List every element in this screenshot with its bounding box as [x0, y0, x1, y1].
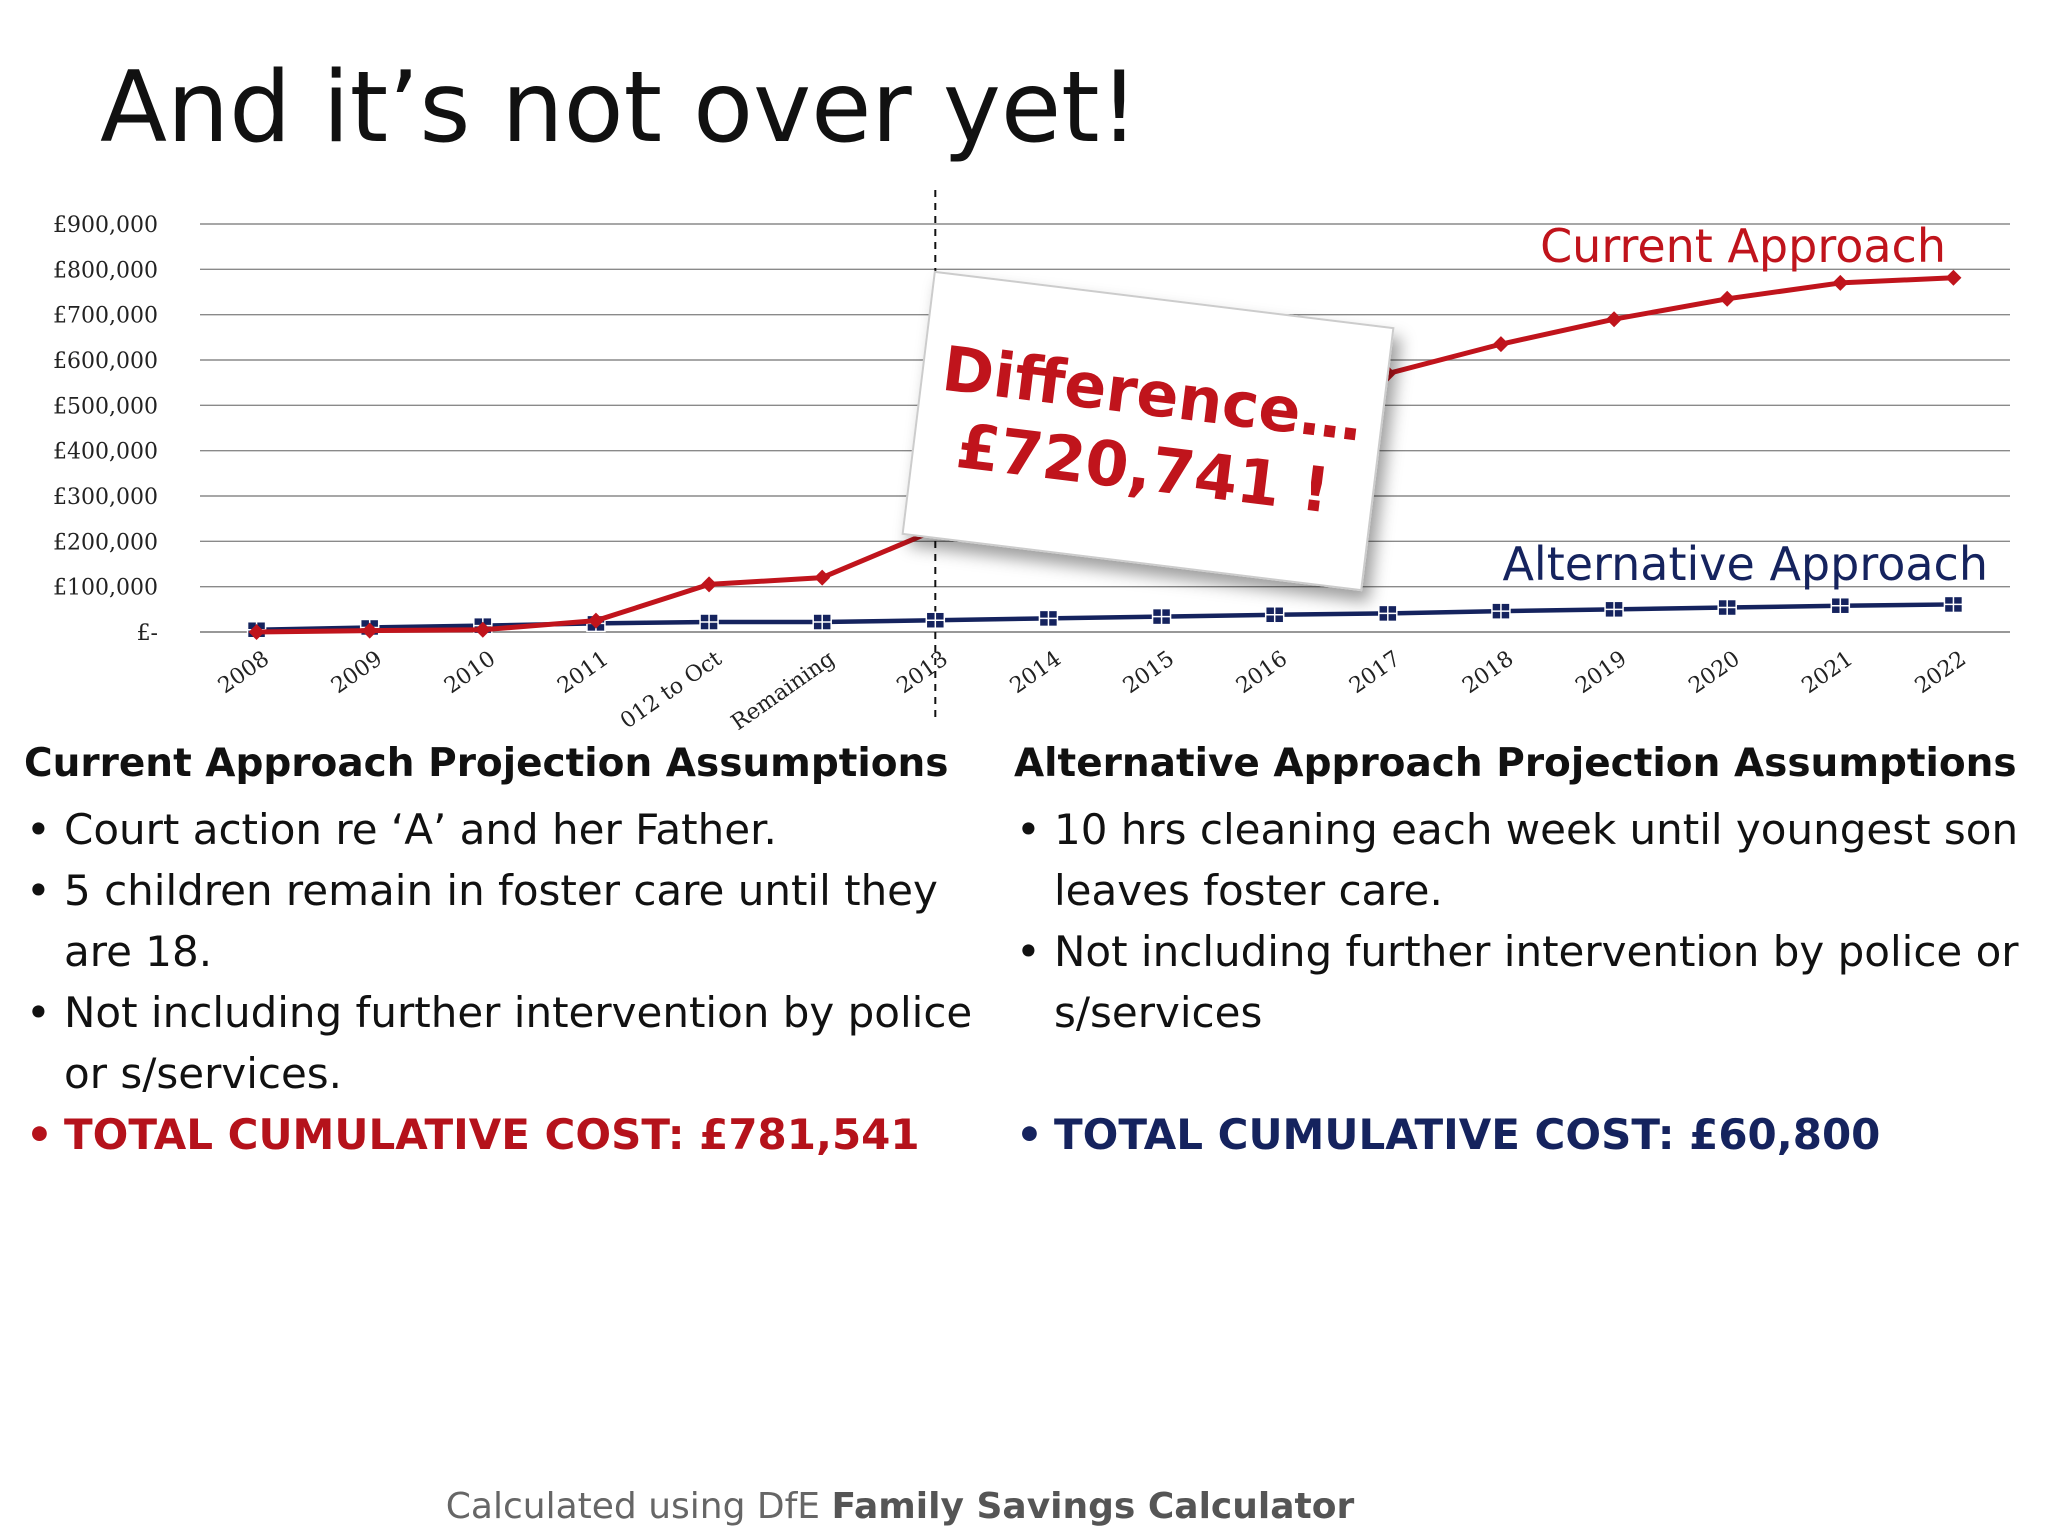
x-tick-label: 2010	[440, 646, 500, 699]
alternative-approach-assumptions: Alternative Approach Projection Assumpti…	[1014, 738, 2044, 1165]
data-point-cross	[1831, 597, 1850, 614]
data-point-current-approach	[1606, 311, 1623, 328]
data-point-cross	[700, 614, 719, 631]
x-tick-label: 012 to Oct	[616, 646, 727, 734]
footer-calculator-name: Family Savings Calculator	[831, 1486, 1355, 1527]
footer-prefix: Calculated using DfE	[445, 1486, 832, 1527]
x-tick-label: 2009	[327, 646, 387, 699]
y-tick-label: £800,000	[53, 258, 158, 283]
data-point-current-approach	[1832, 274, 1849, 291]
series-label-alternative-approach: Alternative Approach	[1502, 537, 1988, 591]
x-tick-label: 2016	[1232, 646, 1292, 699]
y-tick-label: £100,000	[53, 576, 158, 601]
current-assumption-item: Court action re ‘A’ and her Father.	[24, 799, 994, 860]
x-tick-label: 2018	[1458, 646, 1518, 699]
data-point-cross	[813, 614, 832, 631]
y-tick-label: £500,000	[53, 394, 158, 419]
series-label-current-approach: Current Approach	[1540, 219, 1946, 273]
alternative-assumptions-heading: Alternative Approach Projection Assumpti…	[1014, 741, 2017, 786]
data-point-current-approach	[1719, 290, 1736, 307]
current-assumption-item: 5 children remain in foster care until t…	[24, 860, 994, 982]
current-assumption-item: Not including further intervention by po…	[24, 982, 994, 1104]
x-tick-label: 2015	[1119, 646, 1179, 699]
data-point-cross	[1605, 601, 1624, 618]
current-total-cost: TOTAL CUMULATIVE COST: £781,541	[24, 1104, 994, 1165]
x-tick-label: 2021	[1798, 646, 1858, 699]
data-point-cross	[1718, 599, 1737, 616]
alternative-assumption-item: Not including further intervention by po…	[1014, 921, 2044, 1043]
data-point-current-approach	[248, 624, 265, 640]
y-tick-label: £300,000	[53, 485, 158, 510]
data-point-cross	[1378, 605, 1397, 622]
data-point-cross	[1265, 606, 1284, 623]
slide-title: And it’s not over yet!	[100, 51, 1139, 165]
data-point-current-approach	[474, 621, 491, 638]
y-tick-label: £200,000	[53, 530, 158, 555]
x-tick-label: 2013	[893, 646, 953, 699]
x-tick-label: 2008	[214, 646, 274, 699]
x-tick-label: 2020	[1684, 646, 1744, 699]
data-point-cross	[1944, 596, 1963, 613]
data-point-current-approach	[587, 612, 604, 629]
data-point-cross	[1491, 603, 1510, 620]
x-tick-label: 2019	[1571, 646, 1631, 699]
y-tick-label: £600,000	[53, 349, 158, 374]
x-tick-label: 2017	[1345, 646, 1405, 699]
alternative-total-cost: TOTAL CUMULATIVE COST: £60,800	[1014, 1104, 2044, 1165]
alternative-assumption-item: 10 hrs cleaning each week until youngest…	[1014, 799, 2044, 921]
x-tick-label: 2022	[1911, 646, 1971, 699]
data-point-current-approach	[1492, 336, 1509, 353]
y-tick-label: £700,000	[53, 304, 158, 329]
data-point-current-approach	[361, 622, 378, 639]
y-tick-label: £900,000	[53, 213, 158, 238]
y-tick-label: £400,000	[53, 440, 158, 465]
alternative-assumptions-list: 10 hrs cleaning each week until youngest…	[1014, 799, 2044, 1165]
data-point-current-approach	[701, 576, 718, 593]
y-tick-label: £-	[137, 621, 158, 646]
current-approach-assumptions: Current Approach Projection Assumptions …	[24, 738, 994, 1165]
x-axis-tick-labels: 2008 2009 2010 2011 012 to Oct Remaining 2013 2…	[214, 646, 1971, 735]
x-tick-label: 2011	[553, 646, 613, 699]
x-tick-label: Remaining	[727, 646, 840, 735]
current-assumptions-list: Court action re ‘A’ and her Father. 5 ch…	[24, 799, 994, 1165]
data-point-cross	[1152, 608, 1171, 625]
current-assumptions-heading: Current Approach Projection Assumptions	[24, 741, 949, 786]
data-point-cross	[926, 612, 945, 629]
difference-callout: Difference… £720,741 !	[901, 270, 1395, 592]
y-axis-tick-labels: £- £100,000 £200,000 £300,000 £400,000 £500,0…	[53, 213, 158, 646]
x-tick-label: 2014	[1006, 646, 1066, 699]
data-point-cross	[1039, 610, 1058, 627]
data-point-current-approach	[1945, 269, 1962, 286]
source-footer: Calculated using DfE Family Savings Calc…	[0, 1486, 1800, 1527]
data-point-current-approach	[814, 569, 831, 586]
